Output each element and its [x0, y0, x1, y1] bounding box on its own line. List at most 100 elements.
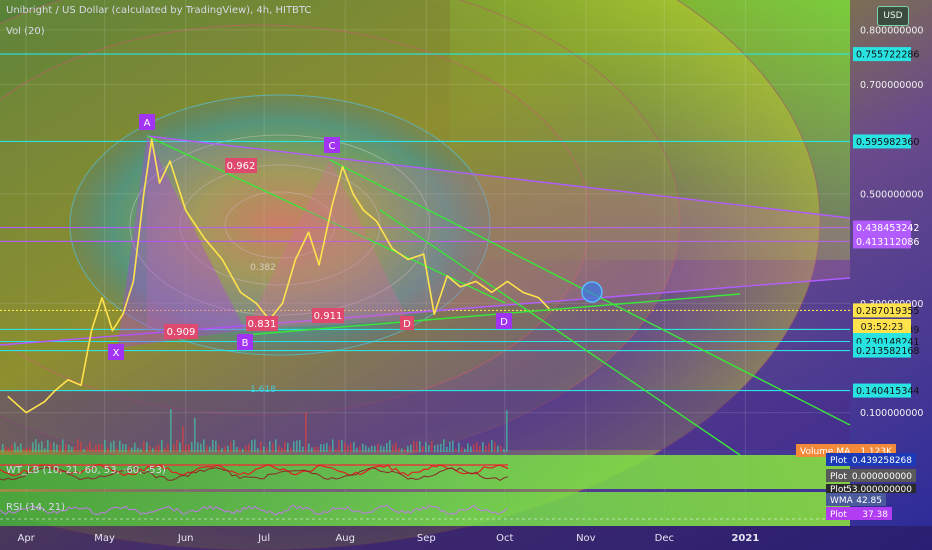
volume-bar: [5, 446, 7, 452]
ratio-label: 1.618: [250, 385, 276, 395]
wma-label: WMA: [830, 496, 854, 506]
volume-bar: [11, 444, 13, 452]
volume-bar: [500, 445, 502, 452]
plot-tag-1: [826, 453, 916, 466]
x-tick-label: Sep: [417, 533, 436, 544]
volume-bar: [392, 444, 394, 452]
price-level-value: 0.140415344: [856, 386, 919, 397]
volume-bar: [377, 443, 379, 452]
volume-bar: [431, 441, 433, 452]
volume-bar: [428, 445, 430, 452]
x-tick-label: Dec: [655, 533, 674, 544]
price-level-tag: [853, 134, 911, 149]
volume-bar: [164, 447, 166, 452]
volume-bar: [311, 447, 313, 452]
volume-bar: [446, 446, 448, 452]
volume-bar: [257, 448, 259, 452]
point-label-x: X: [113, 348, 120, 359]
volume-bar: [65, 444, 67, 452]
volume-bar: [152, 448, 154, 452]
green-line-4: [244, 293, 741, 336]
volume-bar: [332, 439, 334, 452]
volume-bar: [326, 442, 328, 452]
volume-bar: [50, 442, 52, 452]
volume-bar: [2, 444, 4, 452]
x-tick-label: Aug: [335, 533, 355, 544]
x-tick-label: Oct: [496, 533, 513, 544]
point-label-bg: [400, 316, 414, 330]
volume-bar: [47, 440, 49, 452]
volume-bar: [491, 440, 493, 452]
y-tick-label: 0.100000000: [860, 408, 923, 419]
volume-bar: [389, 440, 391, 452]
harmonic-xab: [117, 136, 245, 348]
plot-label-2: Plot: [830, 472, 847, 482]
volume-bar: [41, 441, 43, 452]
volume-bar: [494, 442, 496, 452]
volume-bar: [185, 445, 187, 452]
point-label-bg: [324, 137, 340, 153]
volume-bar: [173, 444, 175, 452]
volume-bar: [404, 448, 406, 452]
x-tick-label: Jun: [177, 533, 194, 544]
volume-bar: [320, 444, 322, 452]
volume-bar: [8, 448, 10, 452]
volume-bar: [17, 446, 19, 452]
currency-button[interactable]: USD: [877, 6, 909, 26]
volume-bar: [314, 446, 316, 452]
volume-bar: [317, 446, 319, 452]
volume-bar: [155, 445, 157, 452]
volume-bar: [479, 445, 481, 452]
volume-ma-value: 1.123K: [860, 447, 893, 457]
volume-bar: [419, 441, 421, 452]
volume-bar: [236, 446, 238, 452]
volume-bar: [386, 442, 388, 452]
grid-lines: [0, 0, 850, 526]
volume-bar: [74, 446, 76, 452]
ratio-labels: 0.962 0.909 0.831 0.911 0.382 1.618: [164, 158, 344, 395]
volume-bar: [86, 446, 88, 452]
x-tick-label: 2021: [731, 533, 759, 544]
volume-bar: [89, 441, 91, 452]
volume-bar: [497, 445, 499, 452]
volume-bar: [203, 439, 205, 452]
x-tick-label: Nov: [576, 533, 596, 544]
volume-bar: [167, 444, 169, 452]
volume-bar: [110, 442, 112, 452]
volume-bar: [71, 446, 73, 452]
point-label-a: A: [144, 118, 151, 129]
volume-bar: [503, 448, 505, 452]
rsi-line: [0, 504, 508, 516]
volume-bar: [146, 441, 148, 452]
volume-bar: [134, 442, 136, 452]
y-tick-label: 0.800000000: [860, 25, 923, 36]
green-line-3: [379, 209, 741, 456]
volume-bar: [359, 446, 361, 452]
ratio-label-bg: [164, 324, 198, 339]
volume-bar: [176, 439, 178, 452]
volume-bar: [467, 443, 469, 452]
volume-bar: [107, 447, 109, 452]
volume-bar: [62, 439, 64, 452]
volume-bar: [143, 441, 145, 452]
volume-bar: [260, 441, 262, 452]
volume-bar: [251, 440, 253, 452]
volume-bar: [242, 448, 244, 452]
volume-bar: [383, 446, 385, 452]
volume-bar: [455, 448, 457, 452]
wma-tag: [826, 493, 886, 506]
alert-marker[interactable]: [581, 281, 603, 303]
volume-ma-label: Volume MA: [800, 447, 851, 457]
wma-value: 42.85: [856, 496, 882, 506]
point-label-bg: [108, 344, 124, 360]
volume-bar: [197, 442, 199, 452]
plot-value-4: 37.38: [862, 510, 888, 520]
time-axis[interactable]: [0, 526, 932, 550]
volume-bar: [401, 448, 403, 452]
volume-bar: [437, 444, 439, 452]
price-level-tag: [853, 303, 911, 318]
volume-bar: [293, 441, 295, 452]
volume-bar: [254, 439, 256, 452]
